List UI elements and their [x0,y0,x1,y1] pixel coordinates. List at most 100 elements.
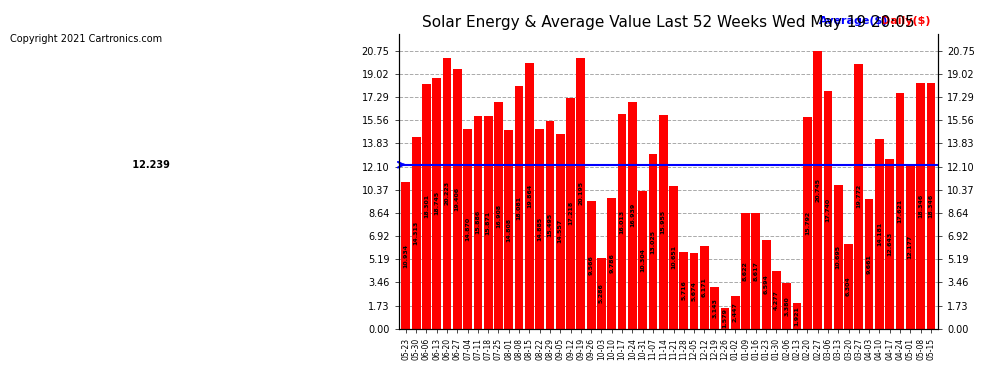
Text: 20.195: 20.195 [578,182,583,206]
Bar [844,244,853,329]
Text: 5.716: 5.716 [681,280,686,300]
Text: 1.579: 1.579 [723,308,728,328]
Text: 3.380: 3.380 [784,296,789,316]
Text: 12.177: 12.177 [908,235,913,259]
Bar [761,240,770,329]
Bar [412,137,421,329]
Text: 14.885: 14.885 [538,217,543,241]
Text: 14.181: 14.181 [877,222,882,246]
Text: 5.674: 5.674 [692,281,697,301]
Text: Copyright 2021 Cartronics.com: Copyright 2021 Cartronics.com [10,34,162,44]
Bar [772,272,781,329]
Text: 10.934: 10.934 [403,243,408,267]
Bar [433,78,442,329]
Text: 19.406: 19.406 [454,187,459,211]
Text: 19.772: 19.772 [856,184,861,209]
Bar [639,190,647,329]
Bar [679,252,688,329]
Text: 14.313: 14.313 [414,221,419,245]
Bar [473,116,482,329]
Text: 9.661: 9.661 [866,254,871,274]
Text: 10.651: 10.651 [671,245,676,269]
Bar [834,185,842,329]
Bar [443,58,451,329]
Bar [751,213,760,329]
Bar [422,84,431,329]
Text: 2.447: 2.447 [733,302,738,322]
Bar [700,246,709,329]
Bar [875,139,884,329]
Text: 15.871: 15.871 [486,210,491,234]
Text: 20.223: 20.223 [445,181,449,205]
Text: 14.870: 14.870 [465,217,470,241]
Text: 17.218: 17.218 [568,201,573,225]
Bar [453,69,461,329]
Text: 12.643: 12.643 [887,232,892,256]
Bar [906,166,915,329]
Text: 13.025: 13.025 [650,230,655,254]
Bar [669,186,678,329]
Text: 8.617: 8.617 [753,261,758,281]
Text: 16.013: 16.013 [620,209,625,234]
Text: 17.621: 17.621 [898,198,903,223]
Text: 3.143: 3.143 [712,298,717,318]
Text: 15.886: 15.886 [475,210,480,234]
Bar [854,64,863,329]
Text: 15.792: 15.792 [805,211,810,235]
Text: 10.695: 10.695 [836,245,841,269]
Bar [515,87,524,329]
Bar [782,284,791,329]
Bar [658,115,667,329]
Bar [494,102,503,329]
Text: Average($): Average($) [820,16,889,26]
Text: 8.622: 8.622 [743,261,748,281]
Bar [618,114,627,329]
Bar [742,213,750,329]
Text: 4.277: 4.277 [774,290,779,310]
Bar [505,130,513,329]
Text: 15.955: 15.955 [660,210,665,234]
Text: 18.346: 18.346 [929,194,934,218]
Bar [597,258,606,329]
Bar [576,58,585,329]
Text: 14.808: 14.808 [506,217,511,242]
Bar [463,129,472,329]
Bar [402,182,410,329]
Text: 19.864: 19.864 [527,183,532,208]
Bar [864,199,873,329]
Bar [927,83,936,329]
Bar [525,63,534,329]
Text: 5.286: 5.286 [599,284,604,303]
Text: 15.495: 15.495 [547,213,552,237]
Text: 20.745: 20.745 [815,178,820,202]
Text: 6.171: 6.171 [702,278,707,297]
Bar [566,98,575,329]
Bar [556,134,564,329]
Text: 18.301: 18.301 [424,194,429,218]
Text: 16.908: 16.908 [496,203,501,228]
Bar [793,303,802,329]
Bar [896,93,905,329]
Bar [484,116,493,329]
Bar [628,102,637,329]
Bar [916,83,925,329]
Text: 18.346: 18.346 [918,194,923,218]
Text: 10.304: 10.304 [641,248,645,272]
Text: 17.740: 17.740 [826,198,831,222]
Bar [813,51,822,329]
Bar [731,296,740,329]
Text: 9.786: 9.786 [609,253,614,273]
Title: Solar Energy & Average Value Last 52 Weeks Wed May 19 20:05: Solar Energy & Average Value Last 52 Wee… [422,15,915,30]
Text: 18.745: 18.745 [435,191,440,215]
Text: 6.594: 6.594 [763,274,768,294]
Bar [648,154,657,329]
Bar [885,159,894,329]
Text: 1.921: 1.921 [795,306,800,326]
Bar [690,253,699,329]
Text: 18.081: 18.081 [517,195,522,220]
Text: 16.939: 16.939 [630,203,635,227]
Text: 6.304: 6.304 [846,277,851,296]
Bar [710,286,719,329]
Bar [803,117,812,329]
Text: 12.239: 12.239 [129,160,169,170]
